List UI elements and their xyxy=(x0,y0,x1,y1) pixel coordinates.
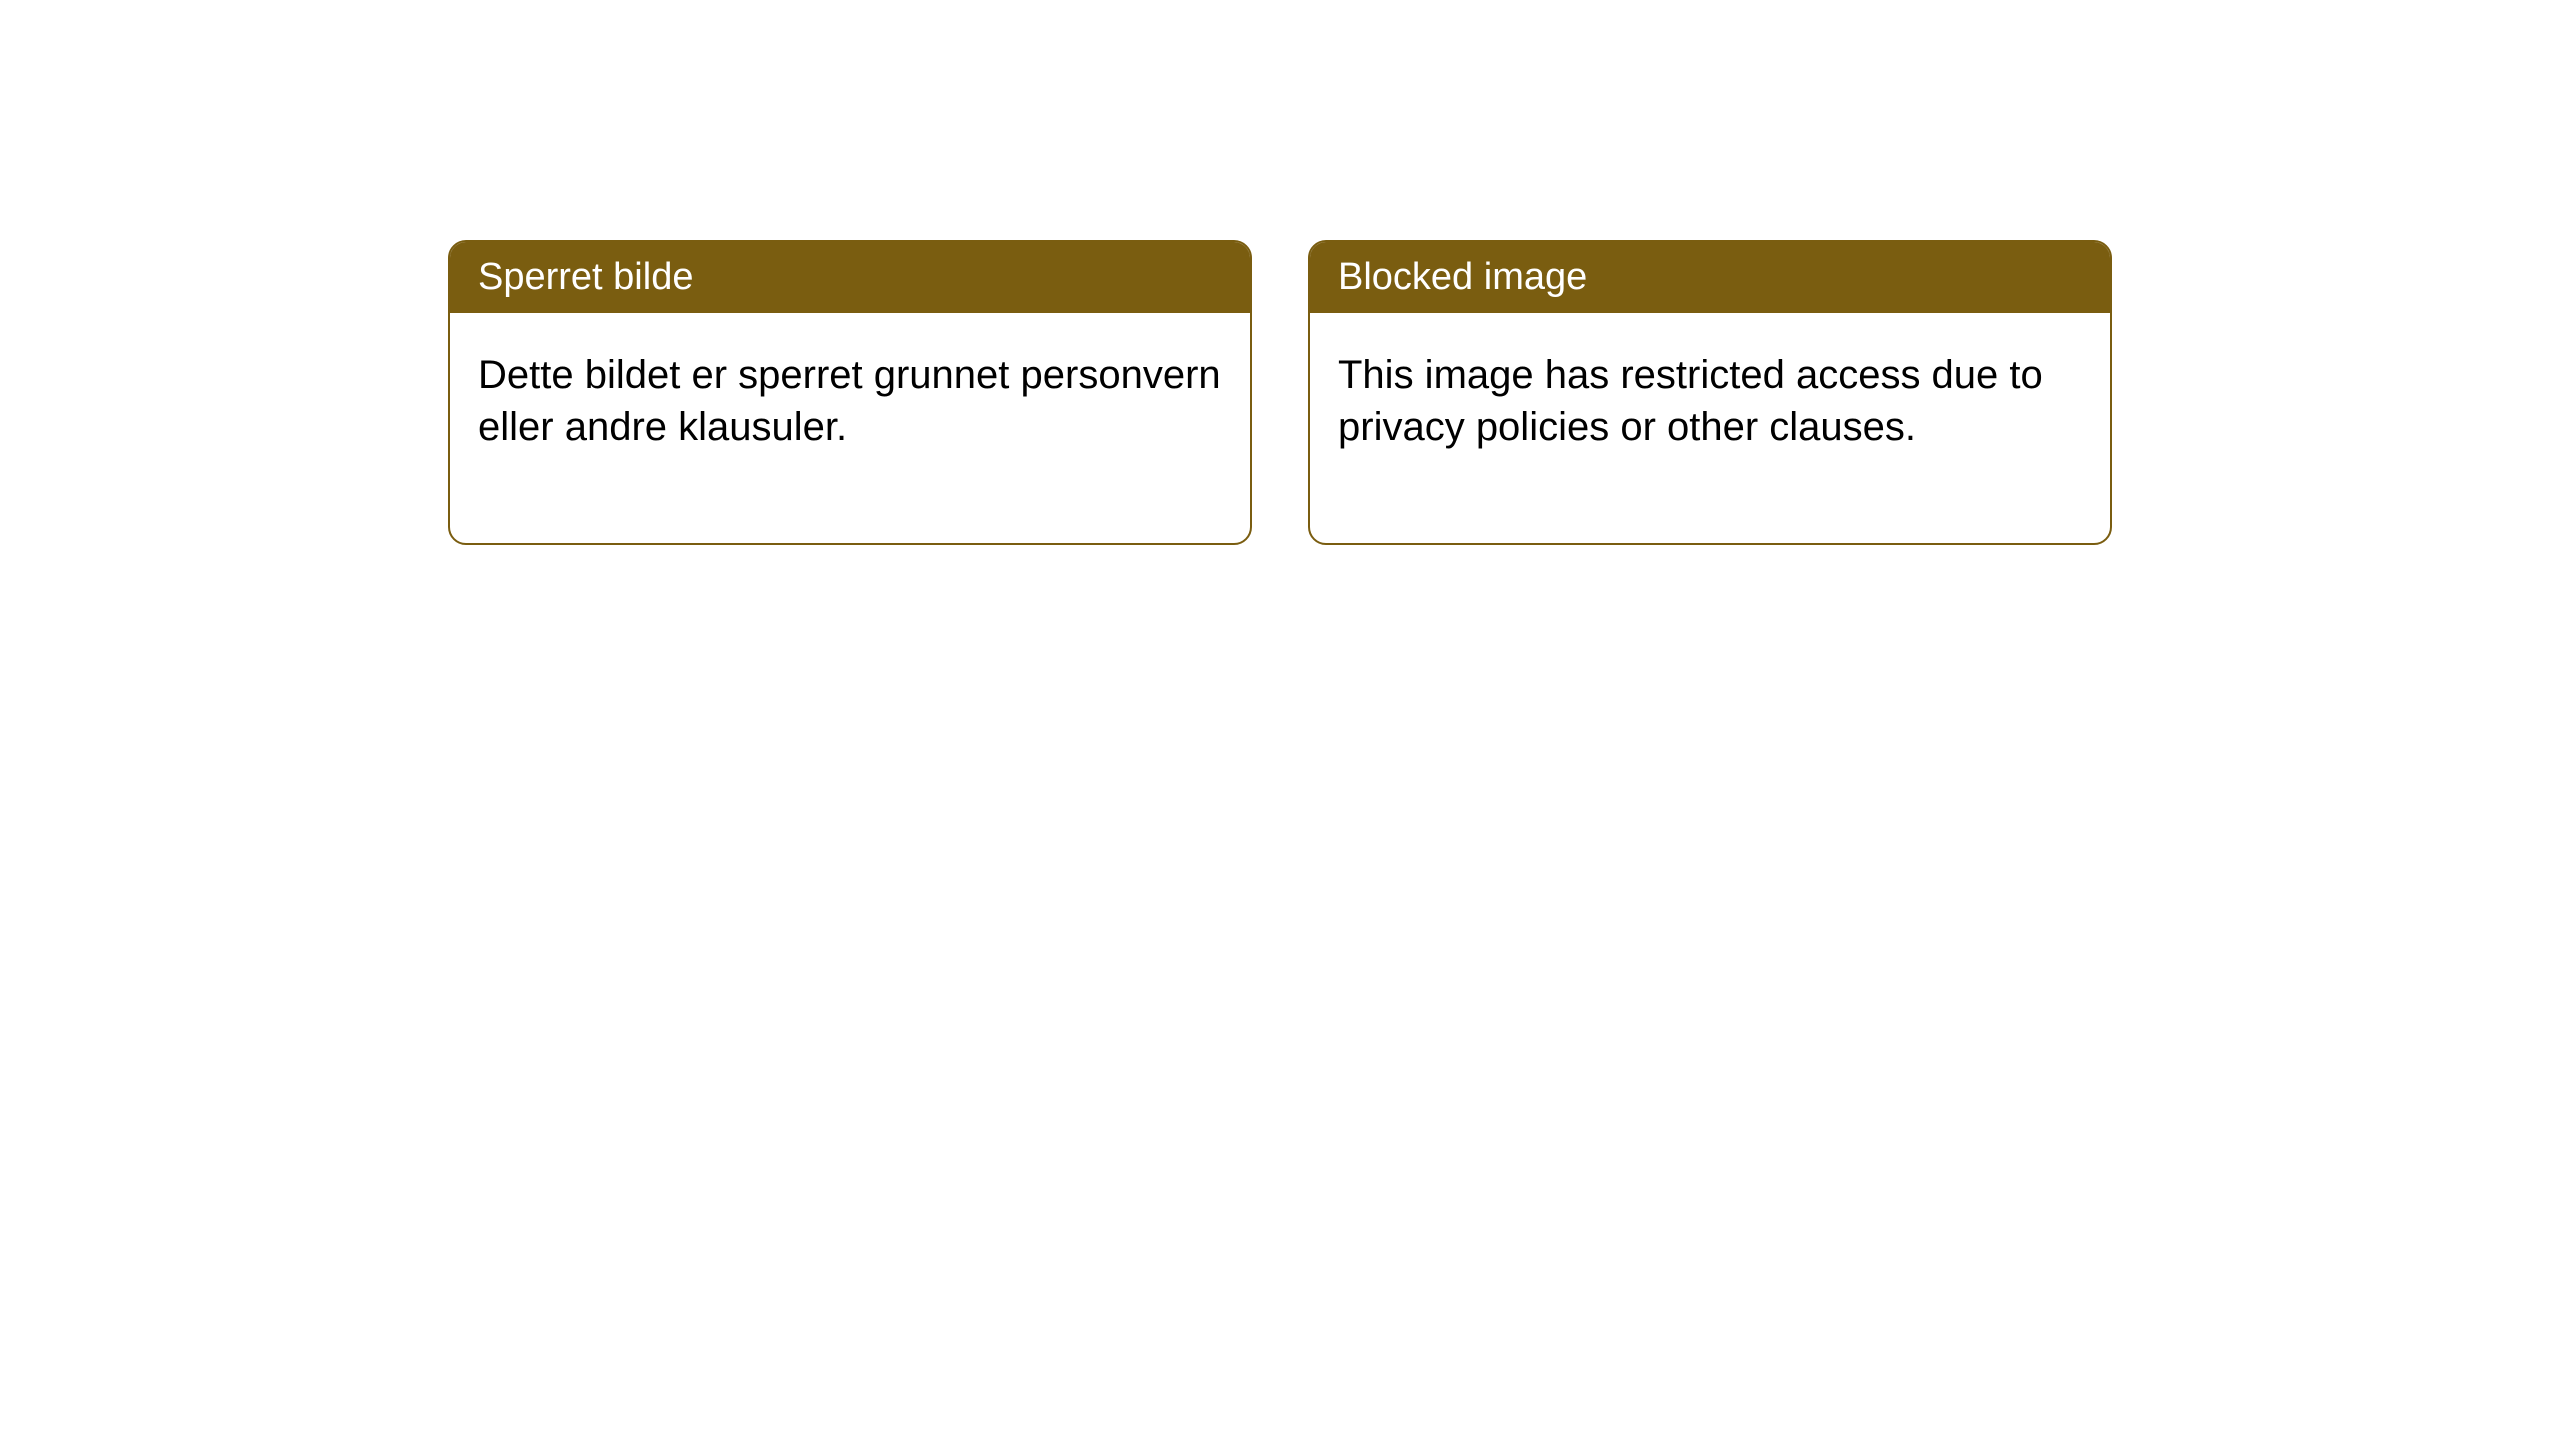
card-body: Dette bildet er sperret grunnet personve… xyxy=(450,313,1250,543)
card-body: This image has restricted access due to … xyxy=(1310,313,2110,543)
card-title: Blocked image xyxy=(1338,256,1587,298)
card-header: Blocked image xyxy=(1310,242,2110,313)
notice-card-norwegian: Sperret bilde Dette bildet er sperret gr… xyxy=(448,240,1252,545)
card-body-text: This image has restricted access due to … xyxy=(1338,353,2043,449)
notice-cards-container: Sperret bilde Dette bildet er sperret gr… xyxy=(0,0,2560,545)
card-title: Sperret bilde xyxy=(478,256,693,298)
card-header: Sperret bilde xyxy=(450,242,1250,313)
notice-card-english: Blocked image This image has restricted … xyxy=(1308,240,2112,545)
card-body-text: Dette bildet er sperret grunnet personve… xyxy=(478,353,1221,449)
